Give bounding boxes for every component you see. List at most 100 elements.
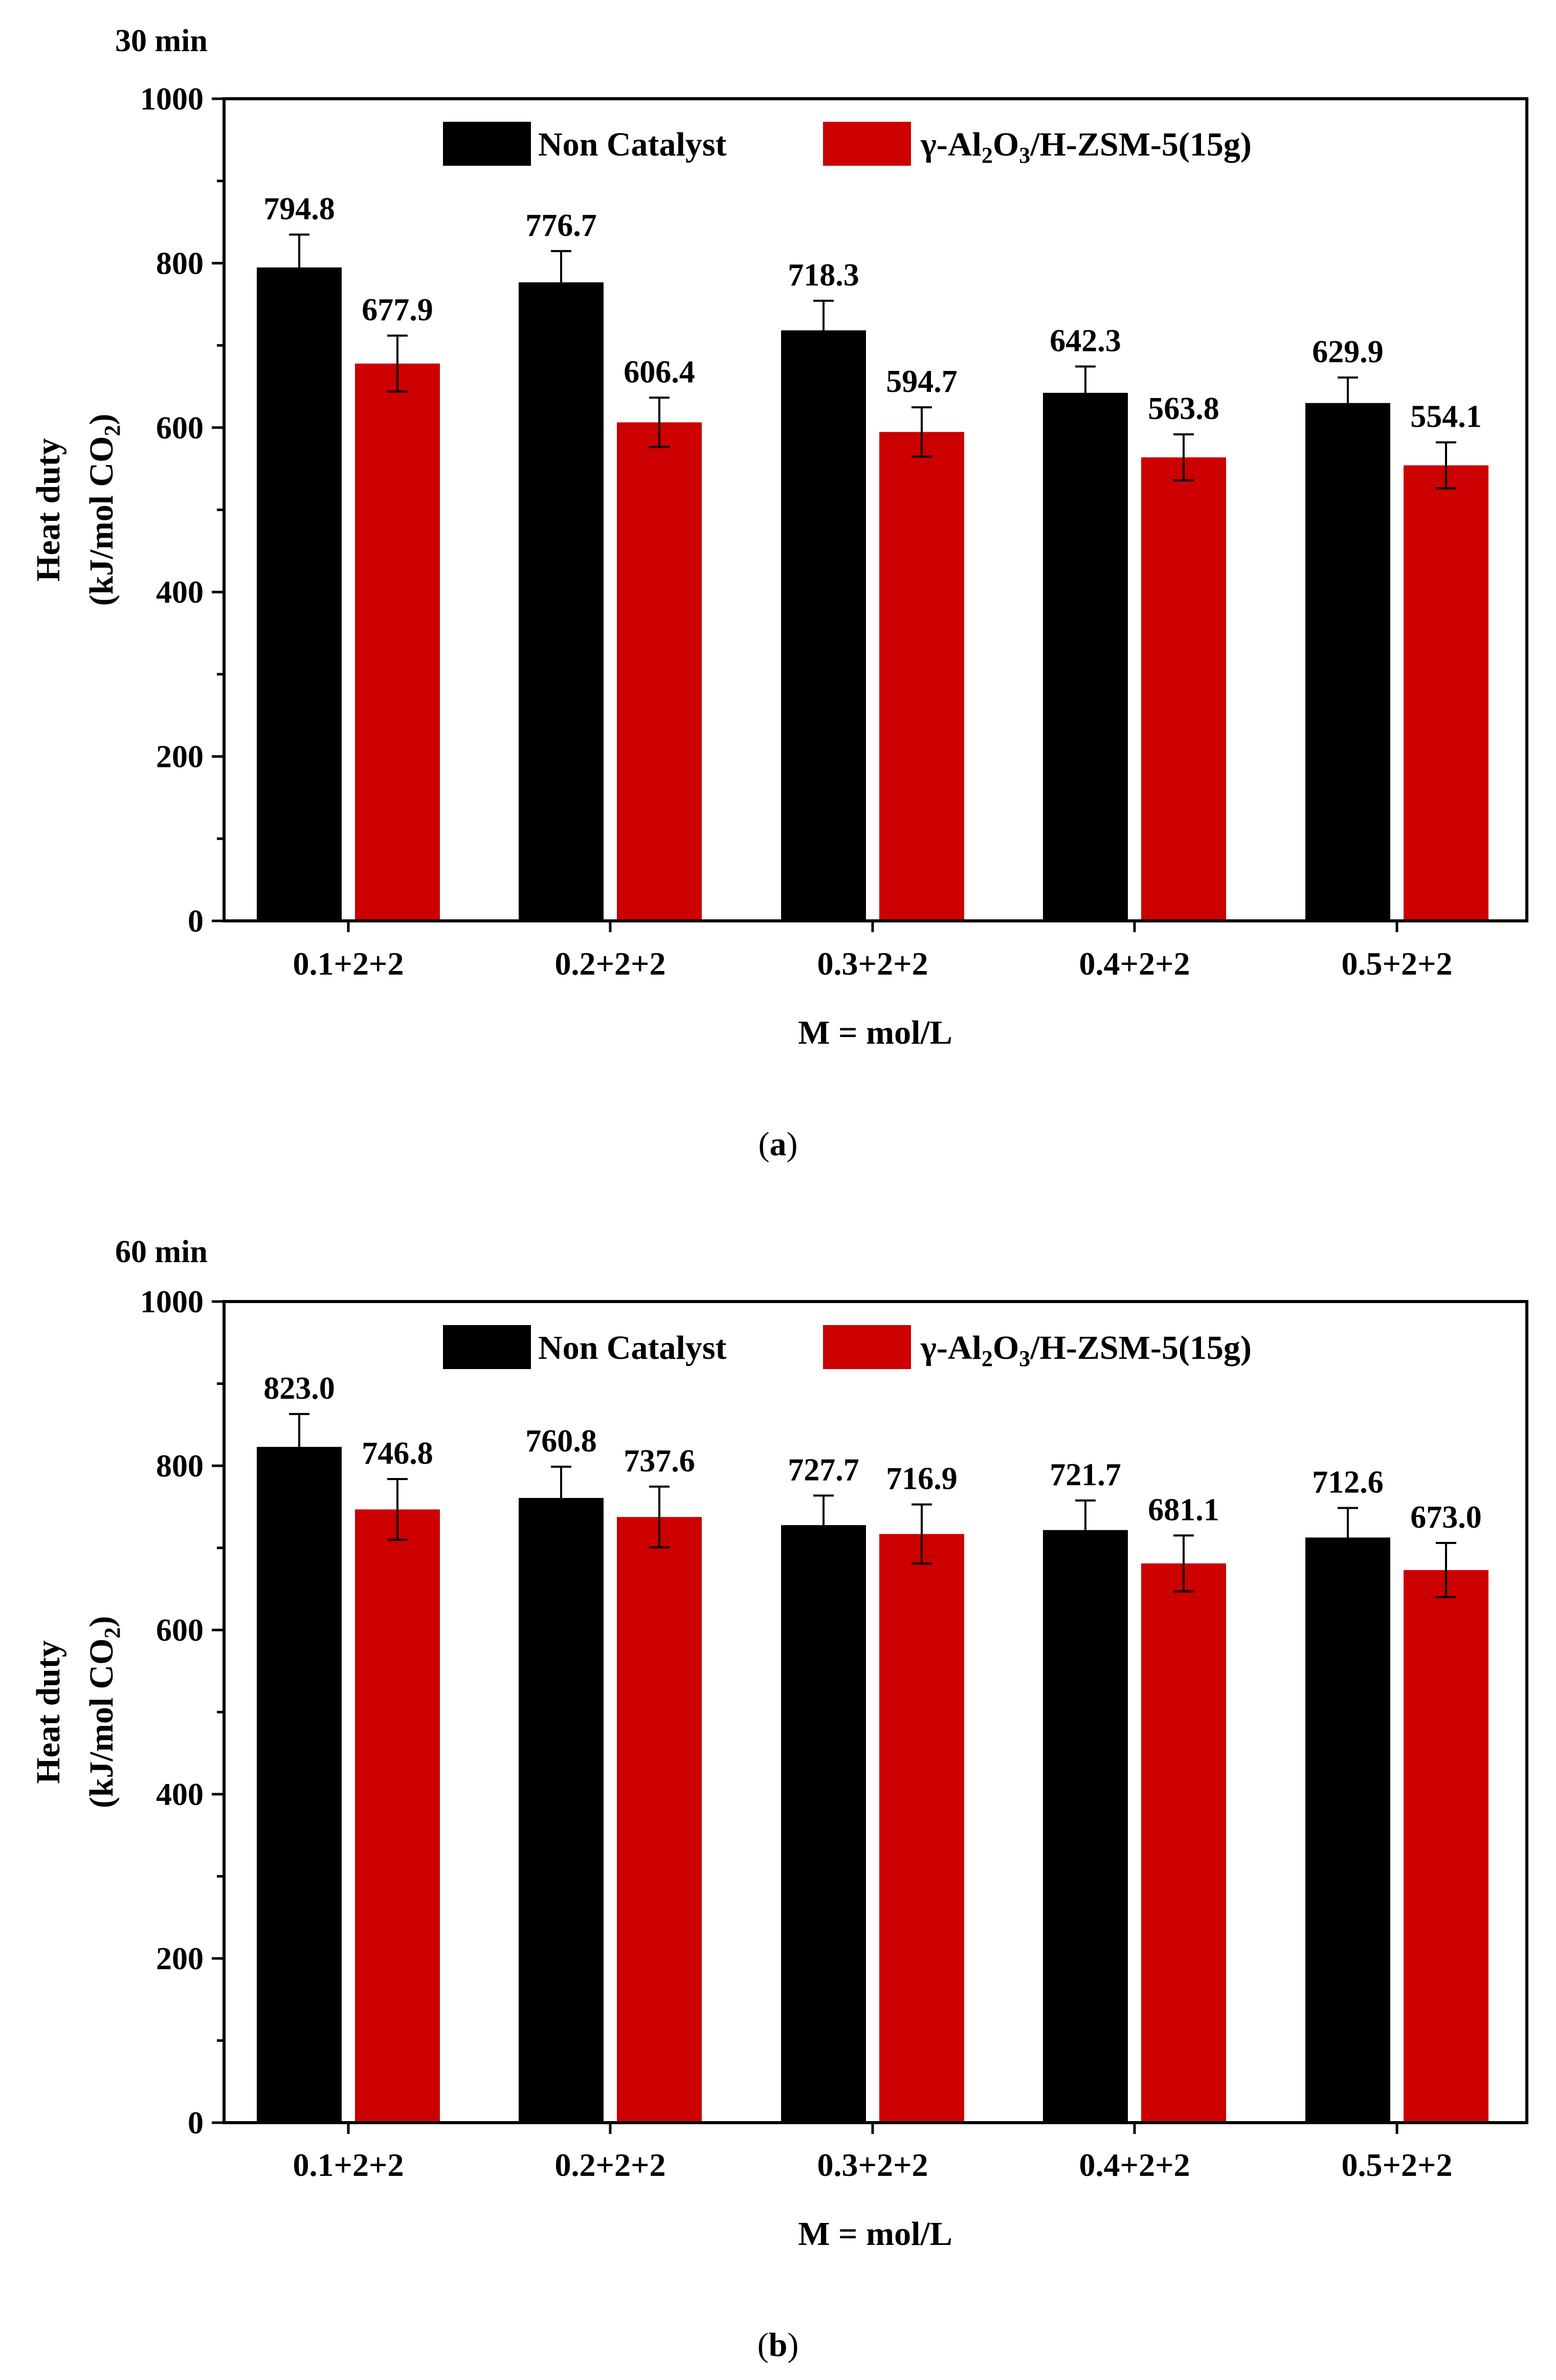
bar-catalyst-0.1+2+2 bbox=[355, 1509, 440, 2123]
data-label: 563.8 bbox=[1148, 391, 1219, 426]
y-tick-label: 200 bbox=[156, 1942, 204, 1976]
y-tick-label: 200 bbox=[156, 740, 204, 775]
bar-catalyst-0.1+2+2 bbox=[355, 363, 440, 921]
error-bar bbox=[649, 396, 670, 448]
y-tick-label: 1000 bbox=[140, 82, 204, 117]
y-tick-label: 400 bbox=[156, 575, 204, 610]
x-tick-label: 0.2+2+2 bbox=[555, 945, 666, 982]
legend-label-non-catalyst: Non Catalyst bbox=[538, 1329, 727, 1367]
data-label: 794.8 bbox=[263, 191, 335, 226]
data-label: 776.7 bbox=[525, 208, 597, 243]
legend: Non Catalyst γ-Al2O3/H-ZSM-5(15g) bbox=[443, 122, 1252, 168]
x-tick-label: 0.5+2+2 bbox=[1342, 945, 1453, 982]
data-label: 673.0 bbox=[1410, 1500, 1482, 1535]
panel-caption: (a) bbox=[759, 1126, 798, 1163]
data-label: 718.3 bbox=[788, 258, 859, 293]
bar-catalyst-0.2+2+2 bbox=[617, 1517, 702, 2123]
error-bar bbox=[1338, 1507, 1358, 1569]
legend-label-catalyst: γ-Al2O3/H-ZSM-5(15g) bbox=[920, 1329, 1252, 1371]
error-bar bbox=[289, 1413, 309, 1481]
y-tick-label: 0 bbox=[188, 2106, 204, 2141]
legend-label-catalyst: γ-Al2O3/H-ZSM-5(15g) bbox=[920, 126, 1252, 168]
y-tick-label: 800 bbox=[156, 1449, 204, 1484]
x-axis-title: M = mol/L bbox=[798, 1014, 952, 1051]
bar-non-catalyst-0.1+2+2 bbox=[257, 1447, 342, 2123]
data-label: 681.1 bbox=[1148, 1492, 1219, 1527]
error-bar bbox=[289, 233, 309, 302]
data-label: 727.7 bbox=[788, 1452, 859, 1487]
legend-swatch-catalyst bbox=[823, 122, 911, 166]
panel-title: 30 min bbox=[115, 24, 208, 58]
y-tick-label: 600 bbox=[156, 1613, 204, 1648]
data-label: 606.4 bbox=[624, 355, 695, 389]
bar-catalyst-0.5+2+2 bbox=[1404, 465, 1488, 921]
data-label: 721.7 bbox=[1050, 1458, 1121, 1492]
data-label: 642.3 bbox=[1050, 323, 1121, 358]
error-bar bbox=[1436, 441, 1456, 490]
x-tick-label: 0.1+2+2 bbox=[293, 2147, 404, 2183]
error-bar bbox=[551, 250, 571, 315]
bar-catalyst-0.4+2+2 bbox=[1141, 457, 1226, 921]
x-tick-label: 0.3+2+2 bbox=[817, 945, 928, 982]
bar-non-catalyst-0.3+2+2 bbox=[781, 330, 866, 921]
y-tick-label: 600 bbox=[156, 411, 204, 446]
error-bar bbox=[1173, 1534, 1194, 1593]
bar-non-catalyst-0.4+2+2 bbox=[1043, 1530, 1128, 2123]
bar-catalyst-0.3+2+2 bbox=[879, 432, 964, 921]
x-tick-label: 0.1+2+2 bbox=[293, 945, 404, 982]
error-bar bbox=[387, 1478, 408, 1541]
bar-non-catalyst-0.5+2+2 bbox=[1305, 1537, 1390, 2123]
bar-non-catalyst-0.2+2+2 bbox=[519, 1497, 604, 2123]
error-bar bbox=[1338, 376, 1358, 430]
error-bar bbox=[912, 1503, 932, 1565]
legend-swatch-non-catalyst bbox=[443, 122, 531, 166]
panel-b: 60 min 823.0 760.8 727.7 721.7 712.6 746.8 737.… bbox=[30, 1235, 1528, 2364]
error-bar bbox=[813, 299, 834, 361]
error-bar bbox=[813, 1494, 834, 1556]
bar-catalyst-0.4+2+2 bbox=[1141, 1563, 1226, 2123]
data-label: 712.6 bbox=[1312, 1465, 1384, 1500]
data-label: 760.8 bbox=[525, 1424, 597, 1459]
y-axis-title-line1: Heat duty bbox=[30, 1640, 67, 1784]
legend: Non Catalyst γ-Al2O3/H-ZSM-5(15g) bbox=[443, 1325, 1252, 1371]
error-bar bbox=[912, 406, 932, 458]
data-label: 629.9 bbox=[1312, 335, 1384, 369]
y-axis-title-line2: (kJ/mol CO2) bbox=[83, 414, 125, 606]
x-tick-label: 0.5+2+2 bbox=[1342, 2147, 1453, 2183]
data-label: 677.9 bbox=[362, 293, 433, 327]
x-tick-label: 0.4+2+2 bbox=[1079, 945, 1190, 982]
data-label: 823.0 bbox=[263, 1371, 335, 1406]
legend-swatch-non-catalyst bbox=[443, 1325, 531, 1369]
data-label: 594.7 bbox=[886, 364, 958, 399]
error-bar bbox=[649, 1485, 670, 1549]
bar-non-catalyst-0.1+2+2 bbox=[257, 267, 342, 921]
y-tick-label: 800 bbox=[156, 246, 204, 281]
error-bar bbox=[551, 1465, 571, 1530]
bar-catalyst-0.3+2+2 bbox=[879, 1534, 964, 2123]
data-label: 716.9 bbox=[886, 1462, 958, 1496]
legend-swatch-catalyst bbox=[823, 1325, 911, 1369]
data-label: 554.1 bbox=[1410, 400, 1482, 434]
data-label: 737.6 bbox=[624, 1444, 695, 1479]
y-tick-label: 0 bbox=[188, 904, 204, 939]
bar-catalyst-0.5+2+2 bbox=[1404, 1570, 1488, 2123]
bar-non-catalyst-0.4+2+2 bbox=[1043, 392, 1128, 921]
error-bar bbox=[1173, 433, 1194, 481]
bar-non-catalyst-0.2+2+2 bbox=[519, 282, 604, 921]
error-bar bbox=[387, 334, 408, 393]
bar-non-catalyst-0.5+2+2 bbox=[1305, 403, 1390, 921]
x-tick-label: 0.3+2+2 bbox=[817, 2147, 928, 2183]
y-axis-title-line2: (kJ/mol CO2) bbox=[83, 1616, 125, 1809]
bar-catalyst-0.2+2+2 bbox=[617, 422, 702, 921]
error-bar bbox=[1075, 365, 1096, 421]
bar-non-catalyst-0.3+2+2 bbox=[781, 1525, 866, 2123]
data-label: 746.8 bbox=[362, 1436, 433, 1471]
y-tick-label: 1000 bbox=[140, 1285, 204, 1319]
x-tick-label: 0.2+2+2 bbox=[555, 2147, 666, 2183]
error-bar bbox=[1436, 1541, 1456, 1598]
error-bar bbox=[1075, 1499, 1096, 1561]
panel-caption: (b) bbox=[758, 2326, 799, 2364]
y-axis-title-line1: Heat duty bbox=[30, 438, 67, 582]
y-tick-label: 400 bbox=[156, 1777, 204, 1812]
